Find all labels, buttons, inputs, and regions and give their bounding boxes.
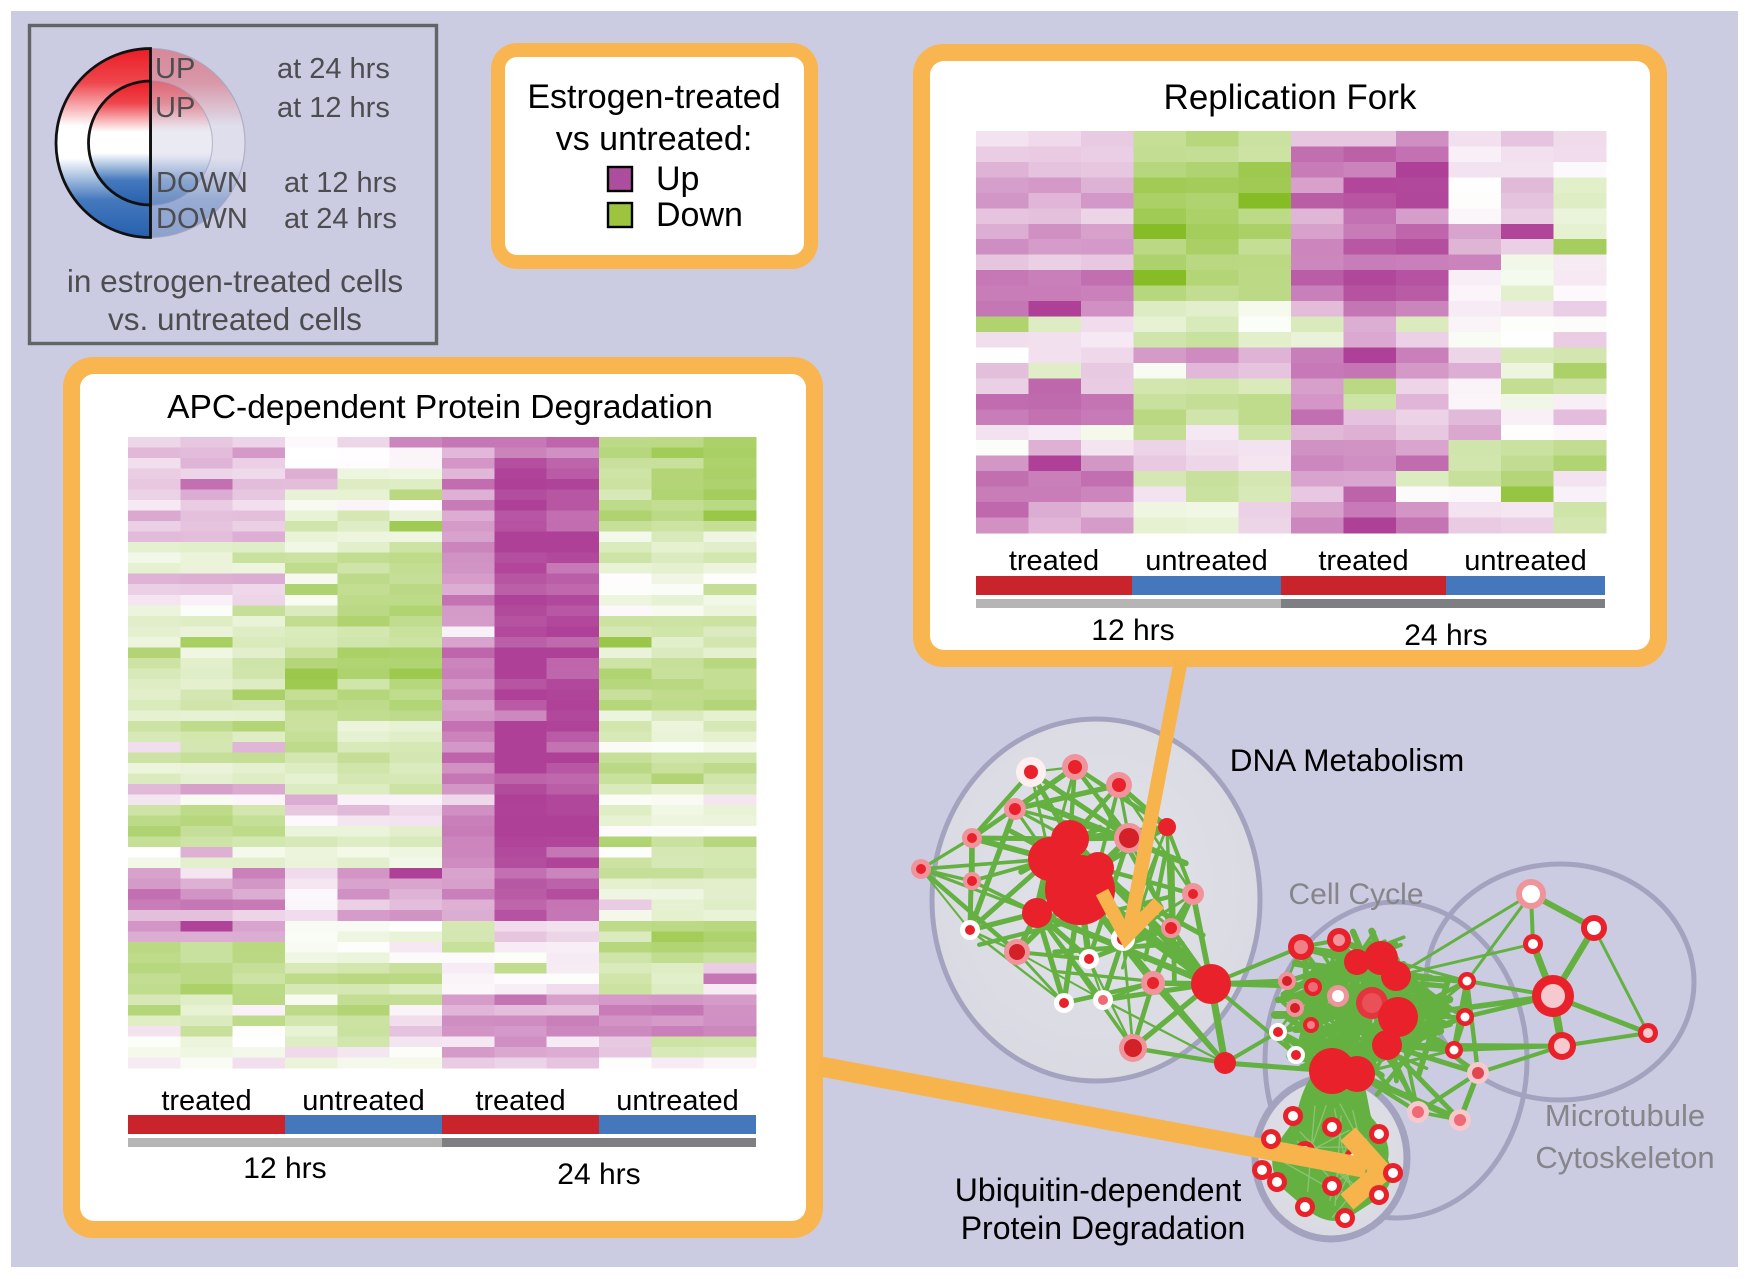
svg-text:Protein Degradation: Protein Degradation bbox=[961, 1210, 1246, 1246]
svg-text:Up: Up bbox=[656, 160, 699, 198]
svg-text:vs. untreated cells: vs. untreated cells bbox=[108, 301, 362, 337]
svg-text:treated: treated bbox=[475, 1085, 565, 1117]
svg-text:12 hrs: 12 hrs bbox=[243, 1152, 326, 1185]
svg-text:DOWN: DOWN bbox=[156, 167, 248, 199]
svg-text:untreated: untreated bbox=[1145, 545, 1268, 577]
svg-text:Cytoskeleton: Cytoskeleton bbox=[1535, 1140, 1714, 1175]
svg-text:UP: UP bbox=[155, 92, 195, 124]
svg-text:at 24 hrs: at 24 hrs bbox=[277, 53, 390, 85]
svg-text:UP: UP bbox=[155, 53, 195, 85]
svg-text:Replication Fork: Replication Fork bbox=[1164, 78, 1417, 117]
svg-text:at 12 hrs: at 12 hrs bbox=[277, 92, 390, 124]
svg-text:Estrogen-treated: Estrogen-treated bbox=[527, 78, 780, 116]
svg-text:Cell Cycle: Cell Cycle bbox=[1288, 878, 1423, 911]
svg-text:treated: treated bbox=[161, 1085, 251, 1117]
svg-text:at 12 hrs: at 12 hrs bbox=[284, 167, 397, 199]
svg-text:Ubiquitin-dependent: Ubiquitin-dependent bbox=[955, 1172, 1242, 1208]
svg-text:treated: treated bbox=[1009, 545, 1099, 577]
svg-text:12 hrs: 12 hrs bbox=[1091, 614, 1174, 647]
svg-text:Microtubule: Microtubule bbox=[1545, 1098, 1705, 1133]
svg-text:Down: Down bbox=[656, 196, 743, 234]
svg-text:24 hrs: 24 hrs bbox=[557, 1158, 640, 1191]
svg-text:untreated: untreated bbox=[616, 1085, 739, 1117]
svg-text:at 24 hrs: at 24 hrs bbox=[284, 203, 397, 235]
svg-text:24 hrs: 24 hrs bbox=[1404, 619, 1487, 652]
svg-text:APC-dependent Protein Degradat: APC-dependent Protein Degradation bbox=[167, 389, 713, 426]
svg-text:treated: treated bbox=[1318, 545, 1408, 577]
svg-text:DNA Metabolism: DNA Metabolism bbox=[1230, 742, 1465, 778]
svg-text:untreated: untreated bbox=[302, 1085, 425, 1117]
svg-text:untreated: untreated bbox=[1464, 545, 1587, 577]
svg-text:in estrogen-treated cells: in estrogen-treated cells bbox=[67, 263, 403, 299]
svg-text:DOWN: DOWN bbox=[156, 203, 248, 235]
svg-text:vs untreated:: vs untreated: bbox=[556, 120, 753, 158]
